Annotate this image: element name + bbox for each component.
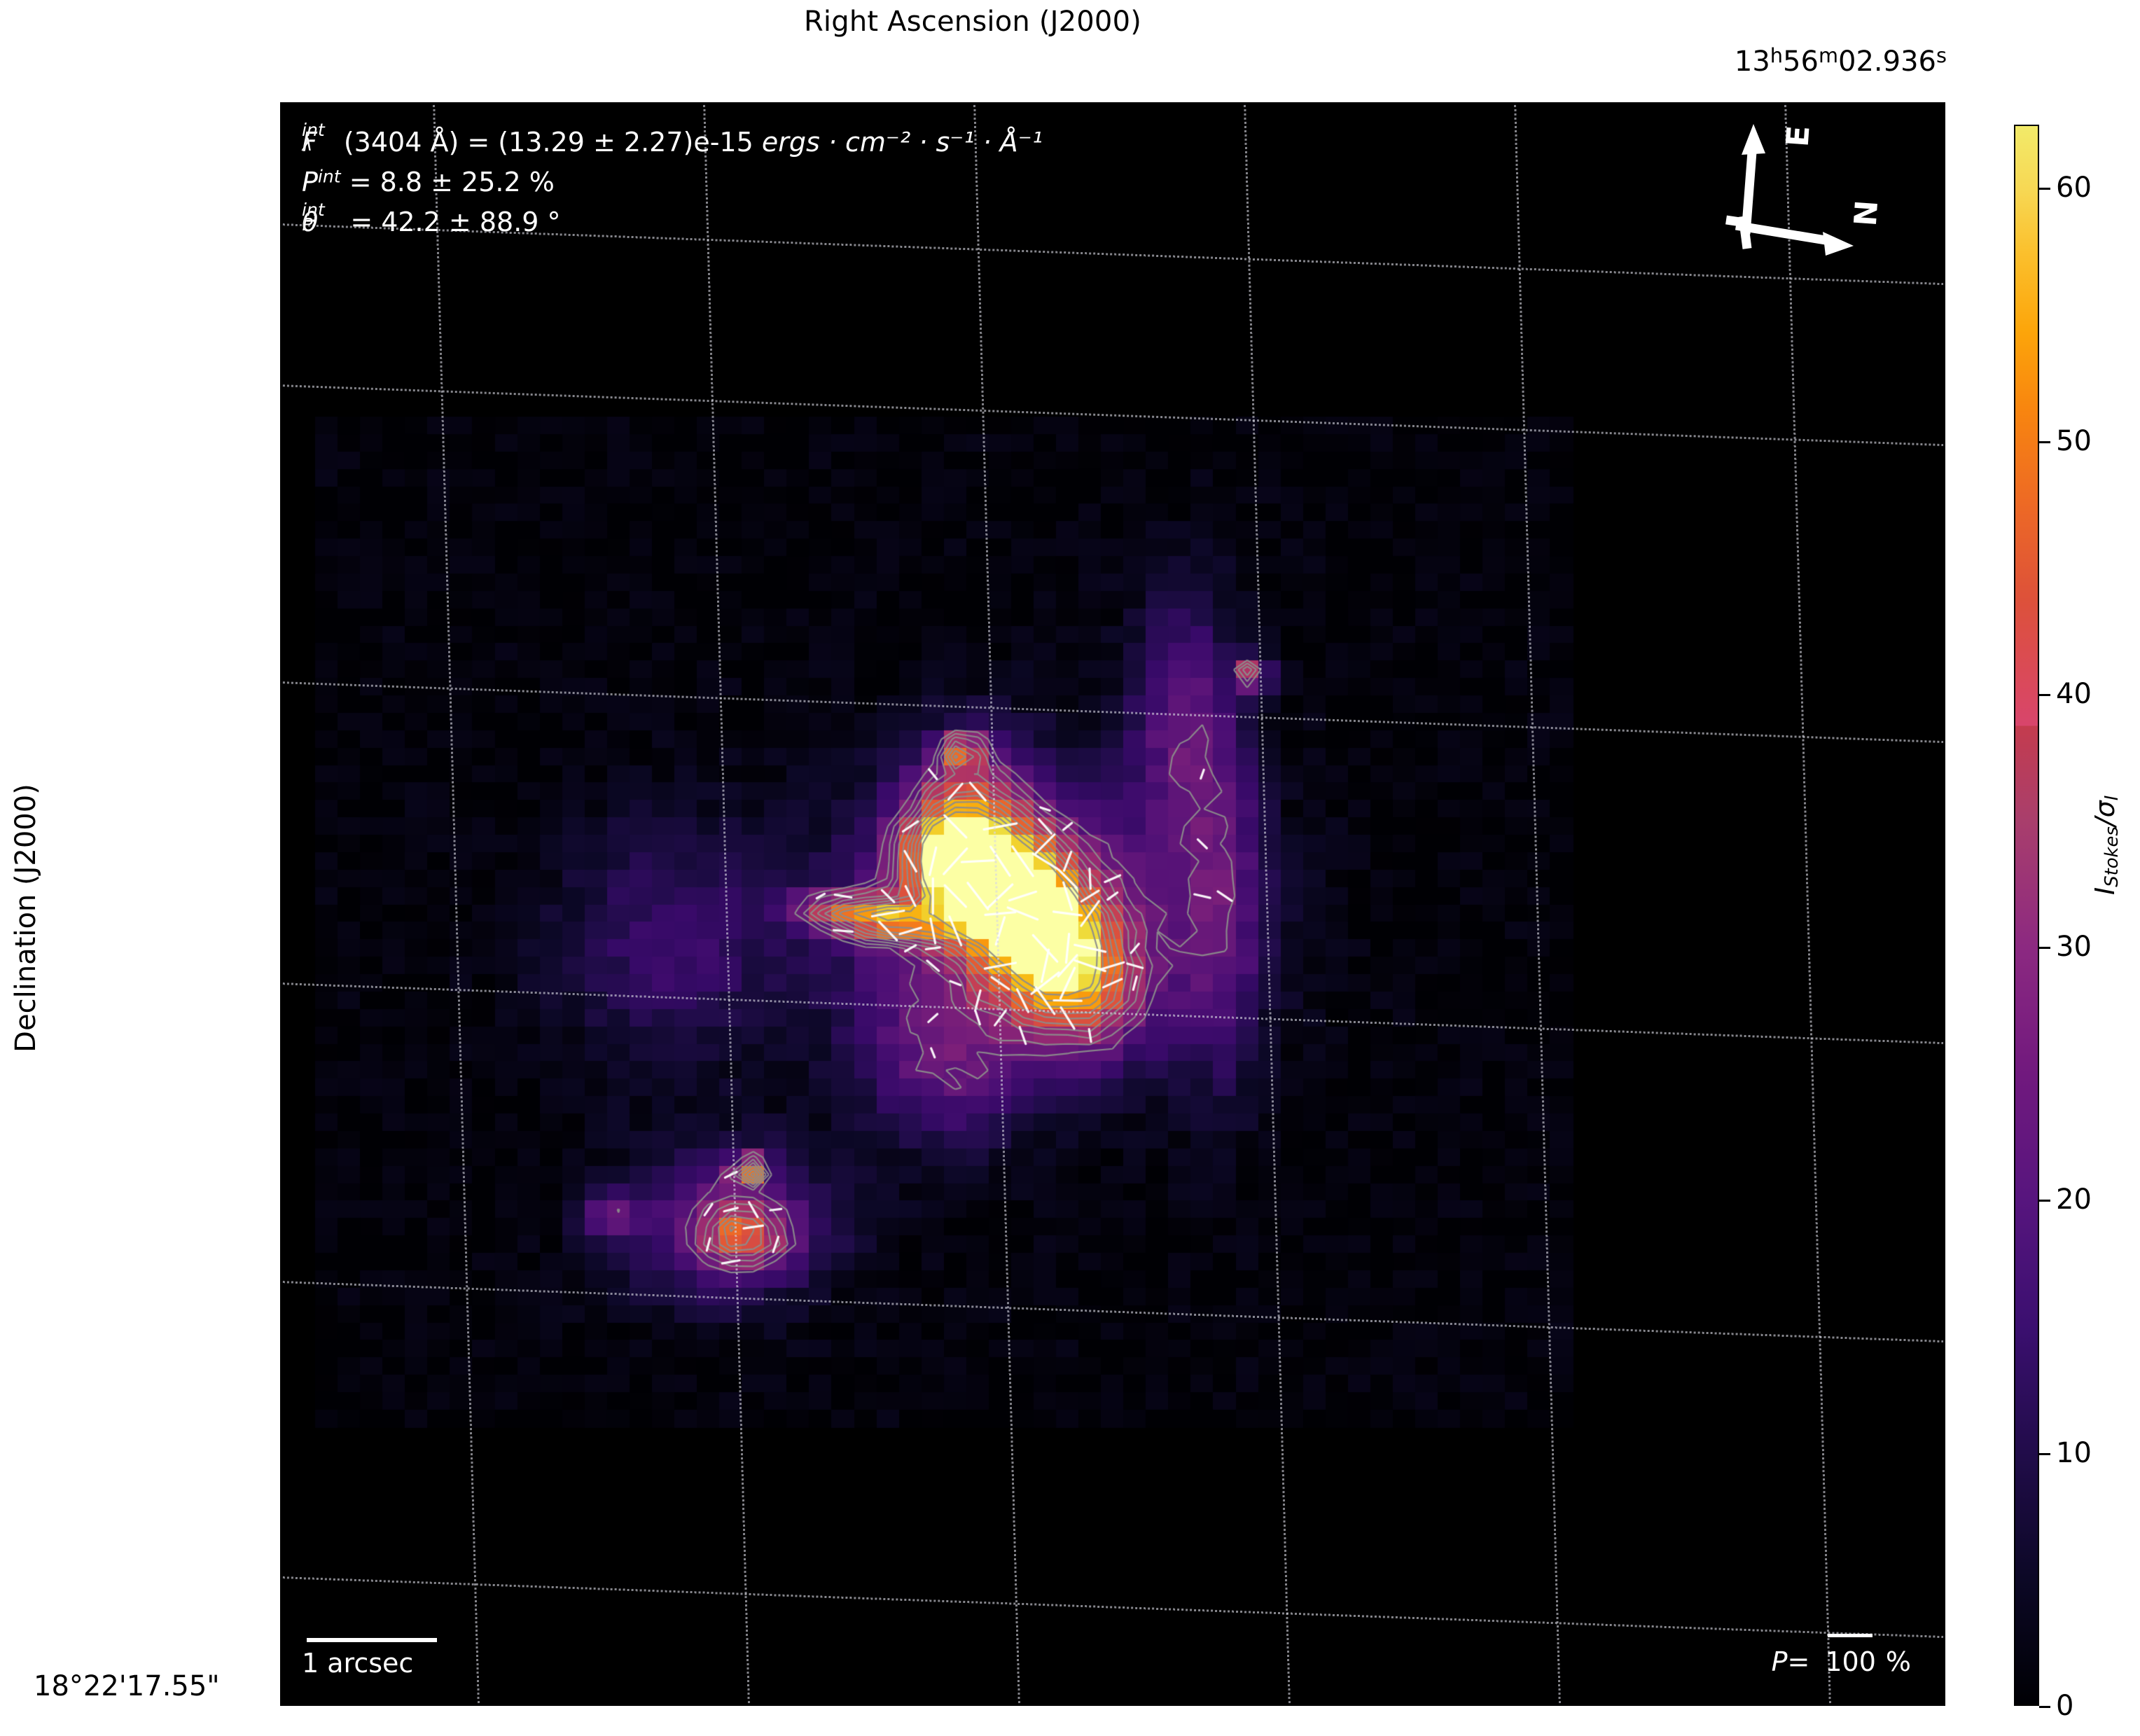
ra-tick-label: 13h56m02.936s xyxy=(1735,43,1947,78)
flux-superscript: int xyxy=(302,120,325,141)
ra-seconds: 02.936 xyxy=(1838,46,1936,78)
compass-north-arrow-head xyxy=(1823,232,1854,256)
compass-east-arrow-head xyxy=(1742,124,1765,155)
colorbar-tick-label: 10 xyxy=(2056,1436,2092,1469)
dec-tick-label: 18°22'17.55" xyxy=(34,1670,220,1702)
angle-symbol-group: θ int P xyxy=(302,200,325,242)
compass-east-label: E xyxy=(1779,124,1817,148)
colorbar-tick-label: 30 xyxy=(2056,931,2092,964)
compass-north-label: N xyxy=(1847,199,1886,228)
colorbar[interactable]: 0 10 20 30 40 50 60 IStokes/σI xyxy=(2014,125,2122,1722)
colorbar-tick-label: 60 xyxy=(2056,172,2092,204)
flux-symbol: F xyxy=(302,127,317,158)
colorbar-tick-mark xyxy=(2039,1200,2050,1202)
angle-superscript: int xyxy=(302,200,325,221)
polarization-legend: P= 100% xyxy=(1771,1634,1911,1677)
compass-arrows-icon xyxy=(1725,124,1854,256)
flux-subscript: λ xyxy=(302,134,313,155)
ra-minute-unit: m xyxy=(1818,43,1839,67)
colorbar-tick-mark xyxy=(2039,693,2050,696)
colorbar-tick-mark xyxy=(2039,1706,2050,1708)
pol-symbol: P xyxy=(302,167,318,197)
pol-value: = 8.8 ± 25.2 % xyxy=(340,167,555,197)
flux-value: (3404 Å) = (13.29 ± 2.27)e-15 xyxy=(343,127,762,158)
angle-symbol: θ xyxy=(302,207,319,237)
pol-degree-line: Pint = 8.8 ± 25.2 % xyxy=(302,162,1043,202)
colorbar-label-stokes: Stokes xyxy=(2101,826,2123,887)
flux-units: ergs · cm⁻² · s⁻¹ · Å⁻¹ xyxy=(761,127,1043,158)
colorbar-label-sigma: /σ xyxy=(2090,800,2120,827)
compass-rose: E N xyxy=(1709,111,1919,321)
colorbar-tick-label: 40 xyxy=(2056,677,2092,710)
pol-legend-unit: % xyxy=(1885,1646,1911,1677)
colorbar-tick-mark xyxy=(2039,188,2050,190)
ra-second-unit: s xyxy=(1936,43,1947,67)
compass-north-arrow-shaft xyxy=(1735,221,1835,246)
colorbar-axis-label: IStokes/σI xyxy=(2090,796,2122,895)
angle-subscript: P xyxy=(302,214,313,235)
pol-superscript: int xyxy=(317,166,341,187)
y-axis-title: Declination (J2000) xyxy=(10,784,42,1053)
angle-value: = 42.2 ± 88.9 ° xyxy=(342,207,561,237)
pol-legend-symbol: P xyxy=(1771,1646,1788,1677)
ra-hours: 13 xyxy=(1734,46,1770,78)
scale-bar-label: 1 arcsec xyxy=(302,1648,414,1679)
compass-crossbar-down xyxy=(1738,216,1752,249)
colorbar-tick-mark xyxy=(2039,1452,2050,1455)
ra-hour-unit: h xyxy=(1770,43,1784,67)
ra-minutes: 56 xyxy=(1783,46,1819,78)
colorbar-tick-label: 20 xyxy=(2056,1183,2092,1216)
colorbar-tick-label: 50 xyxy=(2056,424,2092,457)
colorbar-tick-mark xyxy=(2039,947,2050,950)
colorbar-tick-label: 0 xyxy=(2056,1690,2074,1722)
colorbar-tick-mark xyxy=(2039,440,2050,443)
x-axis-title: Right Ascension (J2000) xyxy=(803,6,1142,38)
colorbar-gradient xyxy=(2014,125,2039,1706)
pol-legend-value: 100 xyxy=(1825,1646,1876,1677)
pol-legend-equals: = xyxy=(1787,1646,1810,1677)
colorbar-label-I2: I xyxy=(2101,795,2123,801)
pol-legend-vector-bar xyxy=(1828,1634,1873,1637)
colorbar-label-I: I xyxy=(2090,887,2120,895)
stokes-i-snr-heatmap xyxy=(282,104,1943,1704)
pol-legend-value-group: 100 xyxy=(1825,1634,1876,1677)
scale-bar: 1 arcsec xyxy=(302,1638,437,1679)
scale-bar-line xyxy=(307,1638,437,1642)
pol-angle-line: θ int P = 42.2 ± 88.9 ° xyxy=(302,200,1043,242)
